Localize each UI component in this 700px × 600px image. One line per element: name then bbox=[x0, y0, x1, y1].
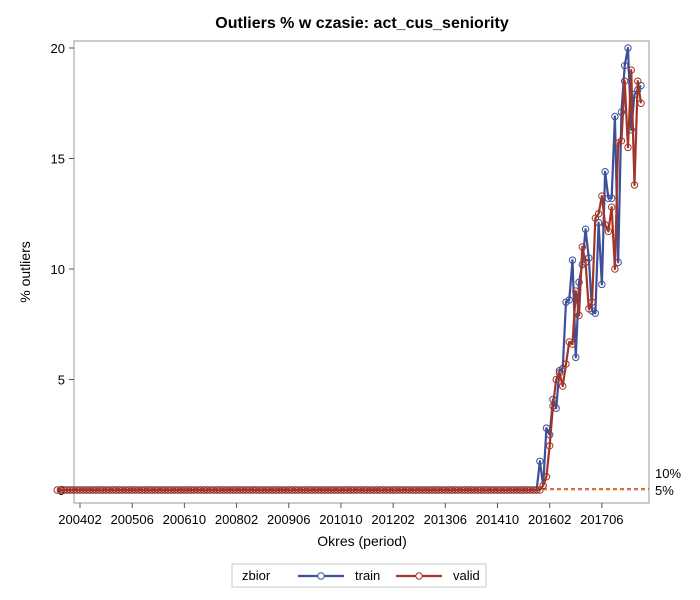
data-point-valid bbox=[588, 298, 596, 306]
y-tick-label: 15 bbox=[51, 152, 65, 167]
x-tick-label: 201010 bbox=[319, 512, 362, 527]
data-point-valid bbox=[634, 77, 642, 85]
data-point-train bbox=[620, 61, 629, 70]
x-tick-label: 201706 bbox=[580, 512, 623, 527]
data-point-valid bbox=[542, 473, 551, 481]
legend-title: zbior bbox=[242, 568, 271, 583]
legend-label-train: train bbox=[355, 568, 380, 583]
data-point-train bbox=[542, 424, 551, 432]
legend-frame bbox=[231, 563, 487, 588]
data-point-train bbox=[601, 168, 609, 176]
reference-label-5pct: 5% bbox=[655, 483, 674, 498]
x-tick-label: 200402 bbox=[58, 512, 101, 527]
y-axis-label: % outliers bbox=[17, 241, 33, 302]
x-tick-label: 201202 bbox=[371, 512, 414, 527]
legend-marker-valid bbox=[415, 572, 423, 580]
data-point-valid bbox=[572, 287, 580, 295]
data-point-valid bbox=[581, 258, 590, 267]
data-point-valid bbox=[620, 77, 629, 85]
data-point-valid bbox=[562, 360, 570, 368]
data-point-valid bbox=[611, 265, 619, 273]
series-valid bbox=[53, 66, 645, 494]
x-axis: 200402 200506 200610 200802 200906 201010 2012… bbox=[58, 503, 624, 527]
data-point-valid bbox=[555, 369, 564, 377]
series-layer bbox=[53, 44, 645, 494]
x-tick-label: 201306 bbox=[424, 512, 467, 527]
x-tick-label: 200610 bbox=[163, 512, 206, 527]
legend-marker-train bbox=[317, 572, 325, 580]
data-point-valid bbox=[539, 481, 547, 490]
chart-title: Outliers % w czasie: act_cus_seniority bbox=[215, 15, 509, 32]
data-point-train bbox=[624, 44, 632, 52]
data-point-train bbox=[604, 194, 613, 202]
data-point-valid bbox=[575, 311, 583, 320]
x-tick-label: 201410 bbox=[476, 512, 519, 527]
x-tick-label: 201602 bbox=[528, 512, 571, 527]
data-point-valid bbox=[617, 137, 626, 145]
data-point-valid bbox=[549, 402, 557, 410]
data-point-valid bbox=[568, 340, 577, 348]
data-point-valid bbox=[630, 181, 639, 189]
y-tick-label: 20 bbox=[51, 41, 65, 56]
x-tick-label: 200802 bbox=[215, 512, 258, 527]
data-point-valid bbox=[601, 221, 609, 229]
data-point-valid bbox=[624, 143, 632, 152]
data-point-valid bbox=[532, 486, 541, 494]
data-point-train bbox=[598, 280, 606, 289]
x-tick-label: 200906 bbox=[267, 512, 310, 527]
data-point-valid bbox=[552, 375, 560, 384]
data-point-valid bbox=[594, 210, 603, 218]
data-point-train bbox=[536, 457, 544, 465]
data-point-train bbox=[568, 256, 577, 264]
data-point-train bbox=[581, 225, 590, 233]
x-tick-label: 200506 bbox=[110, 512, 153, 527]
data-point-train bbox=[607, 194, 616, 202]
data-point-train bbox=[575, 278, 583, 286]
legend-label-valid: valid bbox=[453, 568, 480, 583]
data-point-valid bbox=[585, 305, 593, 313]
data-point-valid bbox=[545, 442, 554, 450]
data-point-train bbox=[611, 112, 619, 121]
data-point-valid bbox=[604, 227, 613, 236]
reference-label-10pct: 10% bbox=[655, 466, 681, 481]
y-tick-label: 10 bbox=[51, 262, 65, 277]
data-point-valid bbox=[578, 243, 586, 251]
data-point-train bbox=[591, 309, 600, 317]
data-point-valid bbox=[598, 192, 606, 200]
data-point-valid bbox=[559, 382, 567, 390]
data-point-valid bbox=[607, 203, 616, 211]
y-tick-label: 5 bbox=[58, 373, 65, 388]
x-axis-label: Okres (period) bbox=[317, 533, 406, 549]
plot-area-frame bbox=[73, 40, 650, 504]
data-point-valid bbox=[627, 66, 635, 74]
data-point-valid bbox=[637, 99, 645, 107]
data-point-train bbox=[572, 353, 580, 362]
data-point-train bbox=[565, 296, 573, 304]
legend: zbior train valid bbox=[231, 563, 487, 588]
data-point-train bbox=[617, 108, 626, 116]
